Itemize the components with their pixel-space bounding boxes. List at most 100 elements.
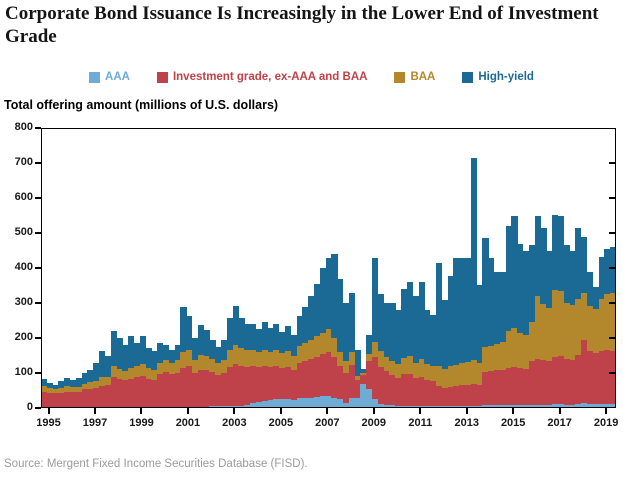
bar-2008Q2-aaa xyxy=(348,398,355,408)
bar-1998Q3-investment-grade-ex-aaa-and-baa xyxy=(122,380,129,407)
bar-1999Q3-investment-grade-ex-aaa-and-baa xyxy=(145,378,152,407)
legend-label-investment-grade-ex-aaa-and-baa: Investment grade, ex-AAA and BAA xyxy=(172,71,368,83)
bar-1996Q1-high-yield xyxy=(64,377,71,387)
bar-2011Q2-investment-grade-ex-aaa-and-baa xyxy=(418,376,425,407)
bar-2016Q1-investment-grade-ex-aaa-and-baa xyxy=(528,361,536,406)
bar-2014Q1-aaa xyxy=(482,405,489,408)
bar-2000Q2-investment-grade-ex-aaa-and-baa xyxy=(162,371,170,407)
x-tick-2007 xyxy=(326,408,329,414)
bar-1996Q1-investment-grade-ex-aaa-and-baa xyxy=(64,391,71,408)
bar-2007Q3-high-yield xyxy=(331,254,338,338)
bar-2015Q2-investment-grade-ex-aaa-and-baa xyxy=(511,366,518,405)
x-tick-2005 xyxy=(279,408,282,414)
bar-2003Q2-aaa xyxy=(232,405,239,408)
bar-2009Q4-high-yield xyxy=(383,303,390,358)
bar-2002Q2-high-yield xyxy=(209,340,216,360)
x-tick-2011 xyxy=(419,408,422,414)
bar-1997Q4-high-yield xyxy=(104,356,112,377)
y-tick-label-200: 200 xyxy=(14,331,33,343)
bar-2002Q4-baa xyxy=(221,360,228,373)
bar-1998Q1-high-yield xyxy=(110,331,117,367)
bar-1996Q2-high-yield xyxy=(70,379,77,387)
bar-2002Q4-investment-grade-ex-aaa-and-baa xyxy=(221,373,228,407)
bar-2016Q4-investment-grade-ex-aaa-and-baa xyxy=(546,360,553,405)
y-tick-right-500 xyxy=(608,232,615,234)
bar-2012Q2-baa xyxy=(441,368,448,389)
y-tick-label-600: 600 xyxy=(14,191,33,203)
bar-2003Q4-aaa xyxy=(244,405,251,408)
bar-2019Q2-investment-grade-ex-aaa-and-baa xyxy=(604,349,611,404)
bar-2008Q3-aaa xyxy=(354,397,361,408)
bar-1998Q1-investment-grade-ex-aaa-and-baa xyxy=(110,376,117,407)
bar-1998Q3-high-yield xyxy=(122,345,129,372)
bar-2004Q4-high-yield xyxy=(267,327,274,353)
x-tick-1997 xyxy=(94,408,96,414)
y-tick-left-300 xyxy=(35,302,41,304)
bar-2004Q3-investment-grade-ex-aaa-and-baa xyxy=(261,366,268,401)
bar-2004Q1-high-yield xyxy=(250,324,257,351)
bar-2015Q4-baa xyxy=(523,334,530,369)
bar-2014Q2-aaa xyxy=(488,405,495,408)
bar-2018Q4-baa xyxy=(592,309,599,354)
bar-2017Q1-high-yield xyxy=(552,214,559,291)
bar-2016Q3-investment-grade-ex-aaa-and-baa xyxy=(540,359,547,405)
bar-2010Q3-aaa xyxy=(401,405,408,408)
bar-2019Q2-aaa xyxy=(604,403,611,408)
y-tick-right-300 xyxy=(608,302,615,304)
bar-2015Q1-high-yield xyxy=(505,226,512,331)
bar-2014Q3-aaa xyxy=(494,405,501,408)
bar-2019Q3-high-yield xyxy=(610,247,617,293)
x-tick-label-2007: 2007 xyxy=(315,417,340,429)
bar-2005Q4-baa xyxy=(290,355,297,370)
legend-label-high-yield: High-yield xyxy=(478,71,534,83)
bar-2013Q1-baa xyxy=(459,362,466,385)
bar-2013Q2-baa xyxy=(464,361,472,385)
bar-2019Q1-baa xyxy=(598,298,605,352)
bar-1998Q4-investment-grade-ex-aaa-and-baa xyxy=(128,378,135,407)
bar-2014Q1-investment-grade-ex-aaa-and-baa xyxy=(482,371,489,406)
bar-1997Q2-investment-grade-ex-aaa-and-baa xyxy=(93,387,100,407)
bar-2009Q1-baa xyxy=(366,354,373,361)
bar-2016Q1-baa xyxy=(528,321,536,362)
bar-2015Q1-baa xyxy=(505,331,512,368)
bar-1995Q4-investment-grade-ex-aaa-and-baa xyxy=(58,392,65,408)
bar-2001Q4-high-yield xyxy=(197,325,204,356)
bar-2012Q4-investment-grade-ex-aaa-and-baa xyxy=(453,385,460,407)
bar-2016Q2-aaa xyxy=(534,404,541,408)
bar-1996Q2-investment-grade-ex-aaa-and-baa xyxy=(70,391,77,408)
bar-1998Q2-high-yield xyxy=(116,338,123,369)
bar-2004Q3-baa xyxy=(261,350,268,366)
bar-1995Q4-baa xyxy=(58,387,65,393)
bar-2018Q1-high-yield xyxy=(575,228,582,299)
bar-2011Q3-investment-grade-ex-aaa-and-baa xyxy=(424,380,431,407)
x-tick-label-2015: 2015 xyxy=(500,417,526,429)
bar-2009Q2-high-yield xyxy=(372,257,379,342)
x-tick-label-1999: 1999 xyxy=(129,417,154,429)
bar-2019Q1-aaa xyxy=(598,403,605,408)
bar-2016Q4-baa xyxy=(546,308,553,361)
bar-2019Q1-investment-grade-ex-aaa-and-baa xyxy=(598,351,605,404)
bar-1999Q3-baa xyxy=(145,368,152,379)
bar-2003Q4-baa xyxy=(244,349,251,367)
bar-2008Q4-high-yield xyxy=(360,369,367,373)
bar-1997Q1-baa xyxy=(87,382,94,389)
bar-2015Q2-aaa xyxy=(511,404,518,408)
bar-2006Q2-high-yield xyxy=(302,306,309,344)
bar-2009Q3-baa xyxy=(377,351,385,368)
bar-2009Q1-investment-grade-ex-aaa-and-baa xyxy=(366,360,373,389)
bar-2013Q3-high-yield xyxy=(470,157,477,360)
bar-1997Q4-baa xyxy=(104,376,112,386)
bar-2003Q2-baa xyxy=(232,344,239,364)
bar-1995Q2-high-yield xyxy=(46,383,53,388)
x-tick-label-2011: 2011 xyxy=(408,417,433,429)
bar-2007Q3-baa xyxy=(331,338,338,358)
bar-2015Q3-baa xyxy=(517,332,524,368)
bar-1995Q2-investment-grade-ex-aaa-and-baa xyxy=(46,392,53,408)
bar-2016Q3-high-yield xyxy=(540,228,547,304)
legend-swatch-high-yield xyxy=(462,71,474,83)
bar-2018Q4-investment-grade-ex-aaa-and-baa xyxy=(592,353,599,404)
y-tick-label-800: 800 xyxy=(14,121,33,133)
bar-1995Q1-high-yield xyxy=(41,379,48,387)
bar-2002Q4-high-yield xyxy=(221,340,228,361)
bar-2000Q1-baa xyxy=(157,362,164,374)
